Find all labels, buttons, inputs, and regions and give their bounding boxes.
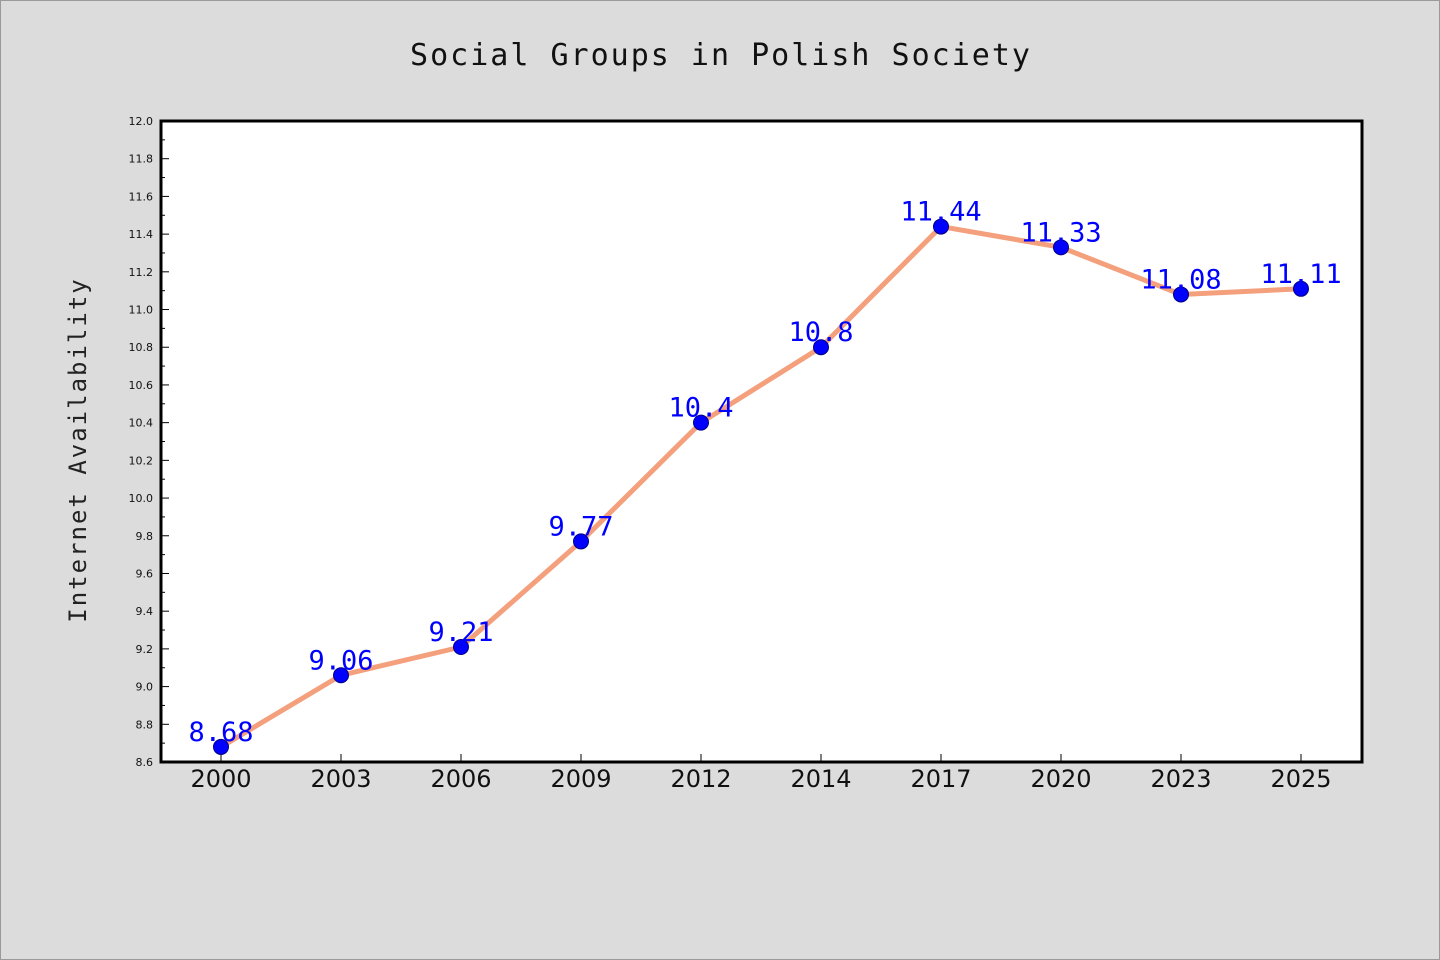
data-labels: 8.68 9.06 9.21 9.77 10.4 10.8 11.44 11.33 11.08 1… — [188, 197, 1341, 748]
data-label: 11.44 — [900, 197, 981, 228]
y-axis-label: Internet Availability — [64, 277, 92, 622]
y-tick-label: 11.0 — [129, 304, 154, 317]
data-point-marker — [933, 218, 949, 235]
data-label: 10.8 — [788, 317, 853, 348]
y-tick-label: 10.4 — [129, 417, 154, 430]
y-tick-label: 11.2 — [129, 266, 154, 279]
y-tick-label: 11.6 — [129, 190, 154, 203]
line-series — [213, 218, 1309, 755]
y-tick-label: 10.6 — [129, 379, 154, 392]
x-tick-label: 2023 — [1150, 765, 1211, 793]
y-tick-label: 8.6 — [136, 756, 154, 769]
data-label: 9.77 — [548, 511, 613, 542]
data-label: 11.08 — [1140, 264, 1221, 295]
y-tick-label: 9.8 — [136, 530, 154, 543]
x-axis: 2000 2003 2006 2009 2012 2014 2017 2020 2023 2025 — [190, 754, 1332, 793]
x-tick-label: 2014 — [790, 765, 851, 793]
x-tick-label: 2003 — [310, 765, 371, 793]
y-tick-label: 9.2 — [136, 643, 154, 656]
y-tick-label: 8.8 — [136, 718, 154, 731]
x-tick-label: 2009 — [550, 765, 611, 793]
y-tick-label: 11.4 — [129, 228, 154, 241]
y-tick-label: 9.6 — [136, 567, 154, 580]
y-tick-label: 11.8 — [129, 153, 154, 166]
x-tick-label: 2017 — [910, 765, 971, 793]
data-label: 9.06 — [308, 645, 373, 676]
x-tick-label: 2006 — [430, 765, 491, 793]
data-point-marker — [213, 738, 229, 755]
y-tick-label: 10.8 — [129, 341, 154, 354]
x-tick-label: 2000 — [190, 765, 251, 793]
x-tick-label: 2012 — [670, 765, 731, 793]
plot-area — [159, 119, 1364, 764]
data-point-marker — [1293, 280, 1309, 297]
data-label: 11.11 — [1260, 259, 1341, 290]
y-tick-label: 9.0 — [136, 681, 154, 694]
x-tick-label: 2025 — [1270, 765, 1331, 793]
series-line — [218, 224, 1304, 750]
data-label: 9.21 — [428, 617, 493, 648]
data-point-marker — [333, 667, 349, 684]
y-tick-label: 9.4 — [136, 605, 154, 618]
data-point-marker — [453, 638, 469, 655]
data-point-marker — [573, 533, 589, 550]
y-tick-label: 12.0 — [129, 115, 154, 128]
y-axis: 8.6 8.8 9.0 9.2 9.4 9.6 9.8 10.0 10.2 10.4 10.6 10.… — [129, 115, 169, 769]
chart-title: Social Groups in Polish Society — [410, 38, 1032, 73]
data-label: 10.4 — [668, 393, 733, 424]
data-point-marker — [1173, 286, 1189, 303]
y-tick-label: 10.0 — [129, 492, 154, 505]
x-tick-label: 2020 — [1030, 765, 1091, 793]
data-point-marker — [1053, 239, 1069, 256]
data-point-marker — [813, 339, 829, 356]
data-label: 8.68 — [188, 717, 253, 748]
y-tick-label: 10.2 — [129, 454, 154, 467]
data-point-marker — [693, 414, 709, 431]
data-label: 11.33 — [1020, 217, 1101, 248]
